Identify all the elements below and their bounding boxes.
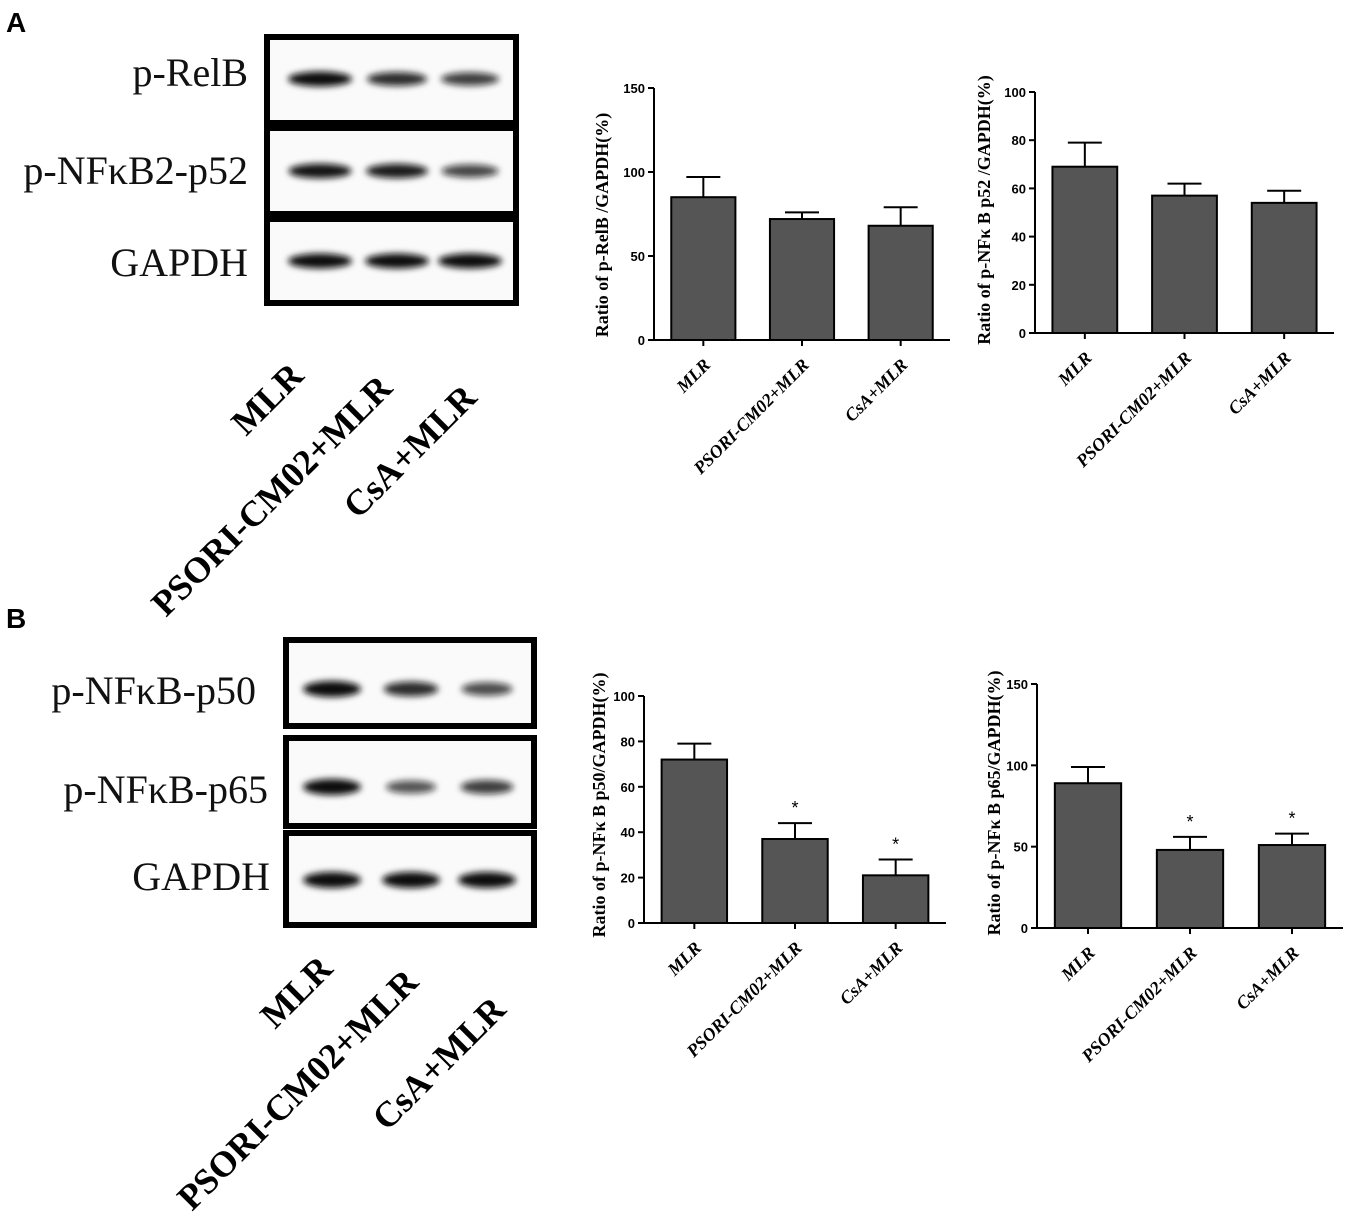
x-tick-label: MLR bbox=[1056, 943, 1098, 985]
blot-band bbox=[461, 682, 513, 696]
blot-band bbox=[382, 872, 440, 888]
bar bbox=[1155, 848, 1225, 929]
x-tick-label: CsA+MLR bbox=[1232, 943, 1303, 1014]
y-tick-label: 0 bbox=[1019, 326, 1026, 341]
bar bbox=[1053, 782, 1123, 930]
bar bbox=[867, 224, 934, 341]
y-tick-label: 100 bbox=[623, 165, 645, 180]
y-tick-label: 150 bbox=[623, 81, 645, 96]
bar bbox=[670, 196, 737, 341]
blot-band bbox=[288, 253, 352, 269]
y-tick-label: 20 bbox=[621, 871, 635, 886]
bar bbox=[1051, 165, 1119, 334]
x-tick-label: MLR bbox=[672, 355, 714, 397]
y-tick-label: 100 bbox=[613, 689, 635, 704]
blot-band bbox=[383, 681, 439, 697]
blot-b-bands bbox=[303, 681, 516, 888]
significance-marker: * bbox=[1186, 812, 1193, 832]
significance-marker: * bbox=[1288, 809, 1295, 829]
y-tick-label: 100 bbox=[1004, 85, 1026, 100]
blot-a-label-relb: p-RelB bbox=[132, 50, 248, 95]
blot-band bbox=[288, 71, 352, 87]
blot-a-lane-mlr: MLR bbox=[223, 354, 311, 442]
x-tick-label: MLR bbox=[1053, 348, 1095, 390]
y-tick-label: 40 bbox=[621, 825, 635, 840]
y-tick-label: 60 bbox=[621, 780, 635, 795]
blot-band bbox=[366, 72, 428, 86]
blot-b-label-p65: p-NFκB-p65 bbox=[63, 767, 268, 812]
y-axis-label: Ratio of p-NFκ B p50/GAPDH(%) bbox=[589, 673, 610, 938]
significance-marker: * bbox=[791, 798, 798, 818]
blot-band bbox=[365, 253, 429, 269]
y-tick-label: 40 bbox=[1012, 230, 1026, 245]
y-tick-label: 50 bbox=[1014, 840, 1028, 855]
bar bbox=[768, 218, 836, 341]
y-axis-label: Ratio of p-NFκ B p52 /GAPDH(%) bbox=[974, 75, 995, 344]
blot-b-label-p50: p-NFκB-p50 bbox=[51, 668, 256, 713]
y-tick-label: 80 bbox=[621, 734, 635, 749]
blot-band bbox=[303, 681, 361, 697]
blot-a bbox=[264, 34, 519, 306]
y-tick-label: 0 bbox=[628, 916, 635, 931]
bar bbox=[1250, 201, 1318, 334]
x-tick-label: PSORI-CM02+MLR bbox=[1077, 943, 1201, 1067]
blot-band bbox=[438, 253, 502, 269]
significance-marker: * bbox=[892, 834, 899, 854]
blot-b-lane-mlr: MLR bbox=[252, 947, 340, 1035]
blot-band bbox=[385, 780, 437, 794]
y-tick-label: 50 bbox=[631, 249, 645, 264]
bar bbox=[1151, 194, 1218, 334]
y-axis-label: Ratio of p-RelB /GAPDH(%) bbox=[592, 113, 613, 337]
panel-letter-a: A bbox=[6, 7, 26, 38]
blot-a-label-p52: p-NFκB2-p52 bbox=[23, 148, 248, 193]
blot-band bbox=[303, 779, 361, 795]
blot-a-bands bbox=[288, 71, 502, 269]
blot-band bbox=[365, 163, 429, 179]
blot-b-label-gapdh: GAPDH bbox=[132, 854, 270, 899]
bar bbox=[1257, 844, 1327, 929]
blot-a-label-gapdh: GAPDH bbox=[110, 240, 248, 285]
x-tick-label: CsA+MLR bbox=[1224, 348, 1295, 419]
panel-letter-b: B bbox=[6, 603, 26, 634]
y-tick-label: 80 bbox=[1012, 133, 1026, 148]
bar bbox=[761, 838, 829, 925]
y-tick-label: 100 bbox=[1006, 758, 1028, 773]
chart-p52: 0 20 40 60 80 100 Ratio of p-NFκ B p52 /GAPDH(… bbox=[974, 75, 1334, 472]
y-axis-label: Ratio of p-NFκ B p65/GAPDH(%) bbox=[984, 671, 1005, 936]
y-tick-label: 0 bbox=[1021, 921, 1028, 936]
blot-b bbox=[283, 637, 537, 928]
x-tick-label: MLR bbox=[663, 938, 705, 980]
blot-band bbox=[460, 779, 514, 795]
bar bbox=[861, 874, 930, 925]
y-tick-label: 20 bbox=[1012, 278, 1026, 293]
x-tick-label: CsA+MLR bbox=[836, 938, 907, 1009]
blot-band bbox=[288, 163, 352, 179]
blot-band bbox=[441, 164, 499, 178]
y-tick-label: 150 bbox=[1006, 677, 1028, 692]
y-tick-label: 0 bbox=[638, 333, 645, 348]
x-tick-label: CsA+MLR bbox=[841, 355, 912, 426]
blot-band bbox=[440, 72, 500, 86]
bar bbox=[660, 758, 729, 924]
blot-band bbox=[458, 872, 516, 888]
y-tick-label: 60 bbox=[1012, 181, 1026, 196]
blot-band bbox=[303, 872, 361, 888]
